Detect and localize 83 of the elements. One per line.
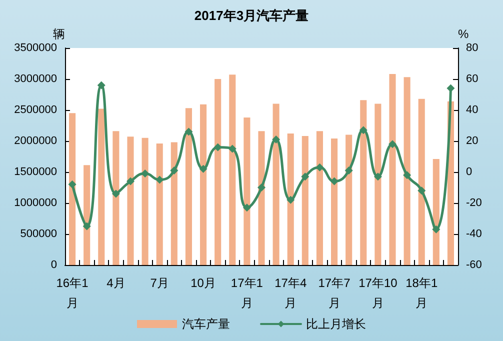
point (301, 172, 310, 181)
y-tick-label: 500000 (20, 228, 57, 240)
point (374, 172, 382, 181)
bar (331, 138, 338, 265)
point (199, 164, 208, 173)
bar (142, 138, 148, 265)
bar (258, 131, 265, 265)
bar (287, 134, 294, 265)
y-tick-label: 3500000 (14, 42, 57, 54)
point (446, 84, 455, 92)
point (170, 166, 178, 174)
y2-tick-label: -20 (466, 197, 482, 209)
y-tick-label: 0 (50, 259, 57, 271)
y-tick-label: 1500000 (14, 166, 57, 178)
y2-tick-label: 20 (466, 135, 478, 147)
x-tick-label: 17年4 月 (274, 276, 307, 310)
y2-tick-label: 40 (466, 104, 478, 116)
point (418, 186, 426, 195)
point (359, 126, 368, 134)
point (184, 128, 193, 136)
bar (69, 113, 76, 265)
bar (170, 142, 178, 265)
bar (84, 165, 90, 265)
bar (229, 74, 236, 265)
x-tick-label: 16年1 月 (56, 276, 89, 310)
y-tick-label: 3000000 (14, 73, 57, 85)
bar (316, 131, 323, 265)
point (403, 171, 412, 180)
y-tick-label: 2000000 (14, 135, 57, 147)
x-tick-label: 7月 (150, 276, 169, 290)
point (330, 177, 338, 186)
bar (244, 117, 250, 265)
y2-axis-title: % (458, 27, 469, 41)
bar (404, 77, 410, 265)
y2-tick-label: -60 (466, 259, 482, 271)
point (156, 176, 164, 184)
x-tick-label: 17年1 月 (230, 276, 264, 310)
y-axis-title: 辆 (53, 27, 65, 41)
point (242, 204, 251, 212)
bar (272, 104, 280, 265)
bar (418, 98, 425, 265)
bar (360, 100, 367, 265)
bar (389, 74, 396, 265)
point (432, 225, 440, 234)
y2-tick-label: 60 (466, 73, 478, 85)
bar (432, 158, 440, 265)
y2-tick-label: -40 (466, 228, 482, 240)
point (214, 143, 222, 152)
point (388, 140, 396, 148)
point (316, 163, 324, 172)
point (126, 177, 134, 186)
point (97, 81, 106, 90)
y2-tick-label: 0 (466, 166, 472, 178)
legend-label: 汽车产量 (182, 317, 230, 331)
x-tick-label: 17年10 月 (358, 276, 398, 310)
bar (185, 108, 192, 265)
chart-title: 2017年3月汽车产量 (194, 8, 309, 23)
point (68, 180, 76, 188)
bar (374, 104, 382, 265)
bar (214, 79, 222, 265)
x-tick-label: 10月 (190, 276, 216, 290)
bar (127, 136, 134, 265)
y-tick-label: 1000000 (14, 197, 57, 209)
x-tick-label: 4月 (106, 276, 126, 290)
x-tick-label: 18年1 月 (406, 276, 438, 310)
bar (156, 143, 163, 265)
point (112, 190, 120, 198)
bar (98, 108, 105, 265)
legend-label: 比上月增长 (306, 317, 366, 331)
x-tick-label: 17年7 月 (318, 276, 351, 310)
point (258, 184, 266, 192)
point (228, 144, 236, 153)
point (344, 166, 353, 174)
bar (346, 134, 352, 265)
bar (112, 131, 120, 265)
point (141, 170, 150, 178)
bar (200, 104, 207, 265)
point (286, 196, 295, 204)
y-tick-label: 2500000 (14, 104, 57, 116)
point (82, 222, 91, 230)
bar (302, 136, 308, 265)
y2-tick-label: 80 (466, 42, 478, 54)
point (272, 135, 280, 144)
